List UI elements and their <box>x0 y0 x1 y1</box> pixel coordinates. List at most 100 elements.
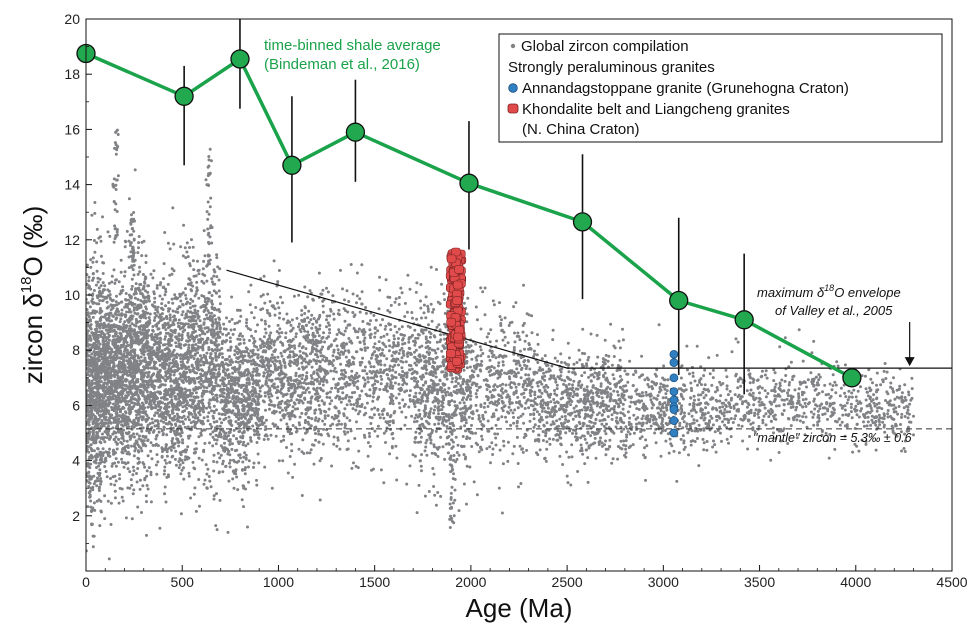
global-zircon-point <box>106 418 110 422</box>
global-zircon-point <box>90 386 93 390</box>
global-zircon-point <box>116 394 120 398</box>
global-zircon-point <box>212 411 216 415</box>
global-zircon-point <box>206 337 210 341</box>
global-zircon-point <box>226 393 230 397</box>
global-zircon-point <box>197 478 201 481</box>
global-zircon-point <box>317 317 320 321</box>
global-zircon-point <box>310 376 314 380</box>
global-zircon-point <box>166 447 169 451</box>
global-zircon-point <box>178 424 182 428</box>
global-zircon-point <box>242 505 245 509</box>
global-zircon-point <box>129 345 133 349</box>
global-zircon-point <box>86 308 89 311</box>
global-zircon-point <box>246 525 249 529</box>
global-zircon-point <box>185 315 189 318</box>
global-zircon-point <box>132 292 136 296</box>
global-zircon-point <box>90 438 94 442</box>
global-zircon-point <box>101 396 105 400</box>
global-zircon-point <box>169 361 172 365</box>
global-zircon-point <box>119 289 123 293</box>
global-zircon-point <box>159 391 163 395</box>
global-zircon-point <box>215 322 219 326</box>
global-zircon-point <box>251 424 255 428</box>
global-zircon-point <box>179 299 183 303</box>
global-zircon-point <box>230 317 234 321</box>
global-zircon-point <box>189 306 192 310</box>
global-zircon-point <box>261 307 265 311</box>
global-zircon-point <box>145 418 149 422</box>
global-zircon-point <box>113 281 117 285</box>
global-zircon-point <box>249 414 252 418</box>
global-zircon-point <box>144 254 148 258</box>
global-zircon-point <box>196 269 200 273</box>
global-zircon-point <box>221 470 225 474</box>
global-zircon-point <box>132 368 136 372</box>
global-zircon-point <box>161 286 165 289</box>
global-zircon-point <box>239 314 243 318</box>
global-zircon-point <box>145 474 149 478</box>
global-zircon-point <box>143 366 147 370</box>
global-zircon-point <box>87 465 91 469</box>
global-zircon-point <box>91 260 95 264</box>
global-zircon-point <box>89 287 93 291</box>
global-zircon-point <box>235 389 239 392</box>
global-zircon-point <box>146 438 150 442</box>
global-zircon-point <box>257 379 261 383</box>
global-zircon-point <box>155 472 159 476</box>
global-zircon-point <box>102 370 106 373</box>
global-zircon-point <box>154 463 158 467</box>
global-zircon-point <box>258 423 262 427</box>
global-zircon-point <box>114 398 118 401</box>
global-zircon-point <box>223 340 227 344</box>
global-zircon-point <box>207 402 211 406</box>
global-zircon-point <box>191 259 195 263</box>
global-zircon-point <box>206 467 210 471</box>
global-zircon-point <box>263 319 267 323</box>
global-zircon-point <box>94 364 98 368</box>
global-zircon-point <box>131 473 135 477</box>
global-zircon-point <box>92 301 96 305</box>
global-zircon-point <box>192 388 196 392</box>
global-zircon-point <box>127 365 131 369</box>
global-zircon-point <box>109 356 113 360</box>
global-zircon-point <box>235 346 239 350</box>
global-zircon-point <box>134 282 138 286</box>
global-zircon-point <box>223 441 226 445</box>
global-zircon-point <box>157 404 161 408</box>
global-zircon-point <box>303 391 307 395</box>
global-zircon-point <box>256 412 260 416</box>
global-zircon-point <box>102 410 106 414</box>
global-zircon-point <box>115 307 119 311</box>
global-zircon-point <box>288 350 292 354</box>
global-zircon-point <box>152 360 156 364</box>
global-zircon-point <box>205 302 209 306</box>
global-zircon-point <box>93 250 97 254</box>
global-zircon-point <box>102 261 106 265</box>
global-zircon-point <box>163 405 167 409</box>
global-zircon-point <box>97 399 101 403</box>
global-zircon-point <box>168 313 172 317</box>
global-zircon-point <box>86 358 90 362</box>
global-zircon-point <box>317 359 321 363</box>
global-zircon-point <box>191 245 195 249</box>
global-zircon-point <box>152 372 156 376</box>
global-zircon-point <box>129 410 133 414</box>
global-zircon-point <box>202 310 206 313</box>
global-zircon-point <box>246 465 250 469</box>
global-zircon-point <box>176 414 180 418</box>
global-zircon-point <box>172 429 176 433</box>
global-zircon-point <box>237 342 241 346</box>
global-zircon-point <box>108 319 112 323</box>
global-zircon-point <box>218 424 222 428</box>
global-zircon-point <box>261 399 265 403</box>
global-zircon-point <box>180 390 184 394</box>
global-zircon-point <box>277 459 281 463</box>
global-zircon-point <box>226 348 230 352</box>
global-zircon-point <box>305 451 309 455</box>
global-zircon-point <box>132 454 136 458</box>
global-zircon-point <box>98 471 102 475</box>
global-zircon-point <box>201 348 205 352</box>
global-zircon-point <box>110 359 114 363</box>
global-zircon-point <box>227 379 231 383</box>
global-zircon-point <box>260 339 264 343</box>
